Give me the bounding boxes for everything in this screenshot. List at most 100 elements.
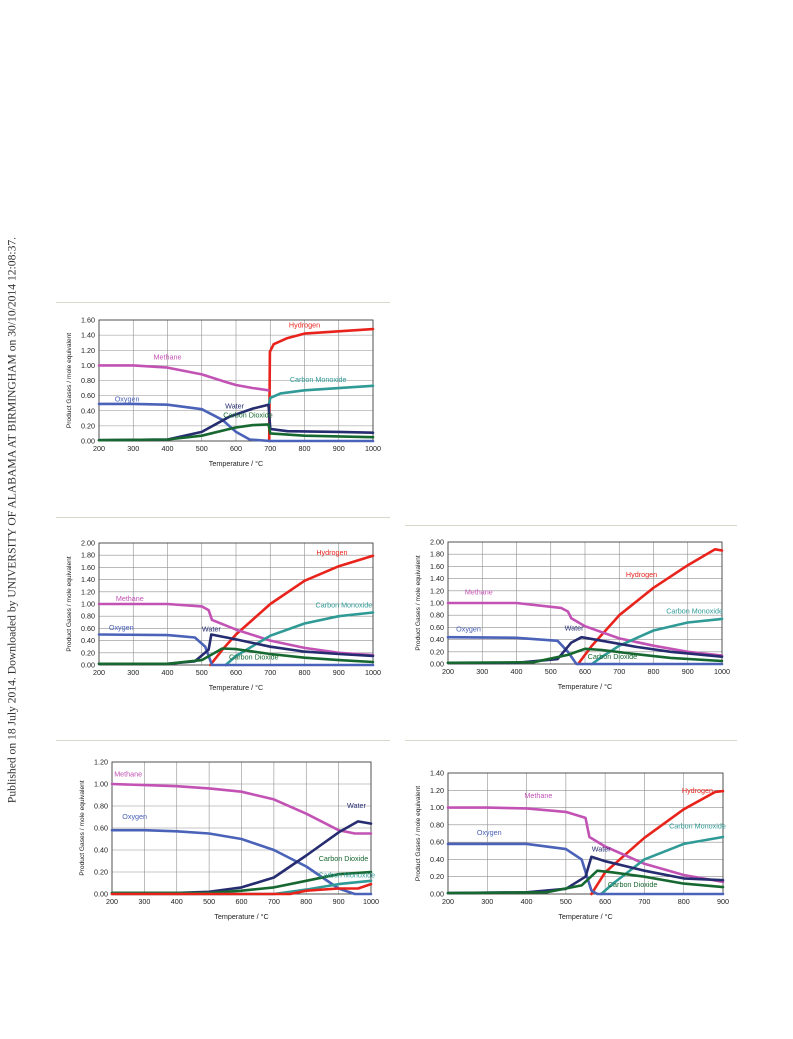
y-tick-label: 1.40 (81, 575, 95, 584)
y-tick-label: 1.40 (430, 769, 444, 778)
y-axis-label: Product Gases / mole equivalent (415, 555, 422, 650)
series-line-methane (446, 601, 724, 657)
x-axis-label: Temperature / °C (209, 459, 263, 468)
series-label-carbon-monoxide: Carbon Monoxide (666, 606, 723, 615)
series-label-oxygen: Oxygen (456, 625, 481, 634)
y-axis-label: Product Gases / mole equivalent (79, 780, 86, 875)
x-axis-label: Temperature / °C (209, 683, 263, 692)
y-tick-label: 0.00 (94, 890, 108, 899)
series-line-carbon-dioxide (97, 647, 375, 666)
x-tick-label: 400 (171, 897, 183, 906)
series-line-carbon-monoxide (599, 835, 725, 896)
y-tick-label: 0.20 (81, 421, 95, 430)
x-tick-label: 700 (638, 897, 650, 906)
series-line-methane (446, 806, 725, 884)
series-label-carbon-monoxide: Carbon Monoxide (318, 871, 375, 880)
series-label-water: Water (225, 401, 245, 410)
separator-rule (405, 525, 737, 526)
x-tick-label: 200 (106, 897, 118, 906)
y-tick-label: 2.00 (81, 539, 95, 548)
y-tick-label: 0.40 (94, 846, 108, 855)
series-label-carbon-dioxide: Carbon Dioxide (229, 653, 279, 662)
series-label-oxygen: Oxygen (115, 395, 140, 404)
series-label-carbon-monoxide: Carbon Monoxide (316, 601, 373, 610)
series-line-oxygen (446, 635, 724, 666)
download-notice-text: Published on 18 July 2014. Downloaded by… (5, 236, 19, 804)
x-tick-label: 300 (127, 444, 139, 453)
x-tick-label: 900 (682, 667, 694, 676)
y-tick-label: 1.40 (81, 331, 95, 340)
x-tick-label: 700 (268, 897, 280, 906)
x-tick-label: 900 (333, 444, 345, 453)
chart-d: 0.00 0.20 0.40 0.60 0.80 1.00 1.20 200 300 400 500… (79, 758, 379, 922)
y-tick-label: 1.60 (430, 562, 444, 571)
series-label-water: Water (347, 801, 367, 810)
separator-rule (56, 740, 390, 741)
x-tick-label: 400 (521, 897, 533, 906)
y-tick-label: 1.00 (430, 599, 444, 608)
y-tick-label: 1.00 (81, 361, 95, 370)
separator-rule (56, 302, 390, 303)
y-axis-label: Product Gases / mole equivalent (66, 333, 73, 428)
y-tick-label: 1.20 (430, 786, 444, 795)
y-axis-label: Product Gases / mole equivalent (415, 786, 422, 881)
series-line-hydrogen (576, 548, 724, 666)
y-tick-label: 0.20 (430, 872, 444, 881)
x-tick-label: 700 (613, 667, 625, 676)
x-tick-label: 300 (138, 897, 150, 906)
series-label-methane: Methane (114, 769, 142, 778)
x-tick-label: 600 (579, 667, 591, 676)
x-tick-label: 500 (203, 897, 215, 906)
series-label-hydrogen: Hydrogen (626, 570, 657, 579)
y-tick-label: 1.80 (81, 551, 95, 560)
series-label-water: Water (202, 624, 222, 633)
series-line-hydrogen (590, 789, 725, 896)
y-tick-label: 0.60 (430, 838, 444, 847)
x-tick-label: 900 (333, 668, 345, 677)
x-tick-label: 1000 (365, 444, 381, 453)
x-tick-label: 300 (476, 667, 488, 676)
x-tick-label: 400 (162, 668, 174, 677)
x-tick-label: 400 (162, 444, 174, 453)
x-tick-label: 600 (230, 668, 242, 677)
series-line-oxygen (97, 633, 375, 667)
y-tick-label: 0.60 (430, 623, 444, 632)
y-tick-label: 0.80 (430, 611, 444, 620)
series-label-oxygen: Oxygen (122, 812, 147, 821)
y-tick-label: 0.00 (430, 890, 444, 899)
series-label-carbon-monoxide: Carbon Monoxide (290, 375, 347, 384)
series-line-carbon-monoxide (224, 611, 375, 667)
y-tick-label: 0.20 (94, 868, 108, 877)
y-tick-label: 0.00 (81, 437, 95, 446)
x-tick-label: 200 (442, 667, 454, 676)
y-tick-label: 0.60 (81, 624, 95, 633)
x-tick-label: 600 (599, 897, 611, 906)
y-tick-label: 0.80 (430, 820, 444, 829)
series-label-methane: Methane (524, 791, 552, 800)
separator-rule (56, 517, 390, 518)
y-tick-label: 0.80 (81, 612, 95, 621)
series-line-carbon-dioxide (446, 647, 724, 665)
y-tick-label: 0.20 (430, 647, 444, 656)
series-label-water: Water (565, 623, 585, 632)
y-tick-label: 0.40 (430, 635, 444, 644)
y-tick-label: 1.20 (94, 758, 108, 767)
y-tick-label: 0.80 (81, 376, 95, 385)
x-tick-label: 600 (230, 444, 242, 453)
plot-frame (98, 319, 374, 442)
y-tick-label: 0.40 (430, 855, 444, 864)
series-line-carbon-monoxide (590, 617, 724, 666)
y-tick-label: 1.00 (94, 780, 108, 789)
separator-rule (405, 740, 737, 741)
series-line-carbon-dioxide (97, 423, 375, 442)
x-tick-label: 800 (299, 444, 311, 453)
x-tick-label: 500 (196, 668, 208, 677)
x-tick-label: 400 (511, 667, 523, 676)
x-tick-label: 200 (93, 668, 105, 677)
x-tick-label: 700 (264, 444, 276, 453)
series-label-methane: Methane (116, 594, 144, 603)
x-tick-label: 500 (560, 897, 572, 906)
y-axis-label: Product Gases / mole equivalent (66, 556, 73, 651)
x-tick-label: 300 (127, 668, 139, 677)
x-tick-label: 800 (678, 897, 690, 906)
